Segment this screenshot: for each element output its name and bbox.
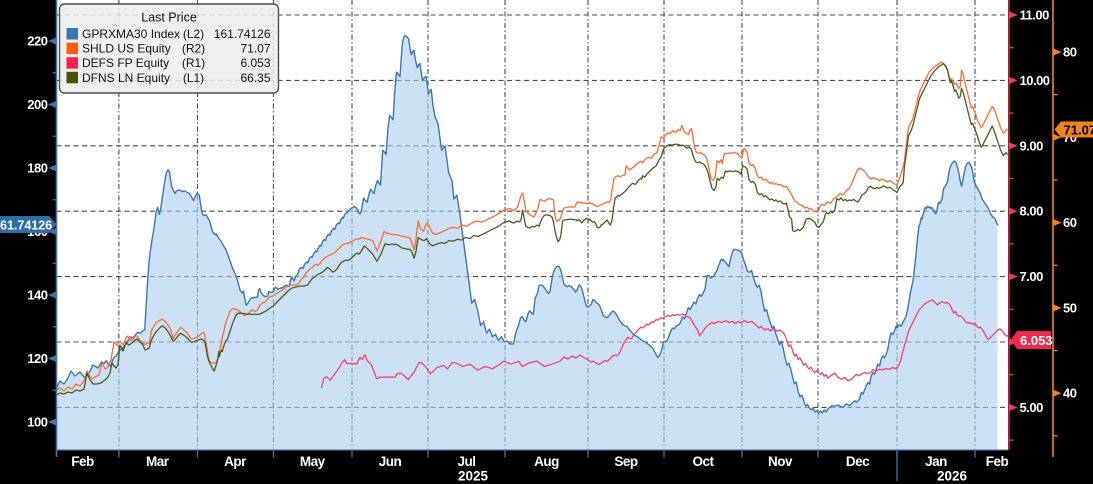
- svg-text:Mar: Mar: [146, 454, 170, 469]
- svg-text:Jan: Jan: [925, 454, 947, 469]
- svg-text:Dec: Dec: [846, 454, 870, 469]
- svg-text:GPRXMA30 Index: GPRXMA30 Index: [82, 27, 180, 41]
- svg-text:Last Price: Last Price: [141, 11, 197, 25]
- svg-text:220: 220: [27, 34, 47, 49]
- svg-text:200: 200: [27, 97, 47, 112]
- svg-text:May: May: [300, 454, 326, 469]
- svg-text:Sep: Sep: [614, 454, 638, 469]
- svg-text:5.00: 5.00: [1020, 400, 1044, 415]
- svg-text:6.053: 6.053: [240, 56, 270, 70]
- svg-text:Jun: Jun: [379, 454, 402, 469]
- svg-text:Feb: Feb: [986, 454, 1009, 469]
- svg-text:71.07: 71.07: [1064, 122, 1093, 137]
- svg-text:60: 60: [1063, 215, 1077, 230]
- svg-text:Feb: Feb: [71, 454, 94, 469]
- svg-text:(L1): (L1): [183, 71, 204, 85]
- svg-text:7.00: 7.00: [1020, 269, 1044, 284]
- svg-text:180: 180: [27, 161, 47, 176]
- svg-text:50: 50: [1063, 300, 1077, 315]
- svg-text:10.00: 10.00: [1020, 73, 1050, 88]
- svg-text:(R2): (R2): [182, 42, 205, 56]
- svg-text:71.07: 71.07: [240, 42, 270, 56]
- svg-text:DFNS LN Equity: DFNS LN Equity: [82, 71, 170, 85]
- svg-text:DEFS FP Equity: DEFS FP Equity: [82, 56, 169, 70]
- svg-text:9.00: 9.00: [1020, 138, 1044, 153]
- svg-text:Jul: Jul: [457, 454, 475, 469]
- svg-text:Apr: Apr: [224, 454, 247, 469]
- svg-text:Nov: Nov: [768, 454, 793, 469]
- svg-text:61.74126: 61.74126: [0, 219, 52, 233]
- svg-text:120: 120: [27, 351, 47, 366]
- svg-text:40: 40: [1063, 386, 1077, 401]
- svg-text:161.74126: 161.74126: [214, 27, 271, 41]
- svg-text:66.35: 66.35: [240, 71, 270, 85]
- svg-text:Oct: Oct: [692, 454, 714, 469]
- svg-text:6.053: 6.053: [1020, 333, 1053, 348]
- svg-text:11.00: 11.00: [1020, 8, 1050, 23]
- svg-text:SHLD US Equity: SHLD US Equity: [82, 42, 171, 56]
- svg-text:2026: 2026: [937, 469, 968, 484]
- svg-text:2025: 2025: [458, 469, 489, 484]
- svg-text:Aug: Aug: [534, 454, 559, 469]
- svg-text:(R1): (R1): [182, 56, 205, 70]
- svg-text:8.00: 8.00: [1020, 204, 1044, 219]
- svg-text:80: 80: [1063, 45, 1077, 60]
- svg-text:100: 100: [27, 415, 47, 430]
- svg-text:140: 140: [27, 288, 47, 303]
- svg-text:(L2): (L2): [183, 27, 204, 41]
